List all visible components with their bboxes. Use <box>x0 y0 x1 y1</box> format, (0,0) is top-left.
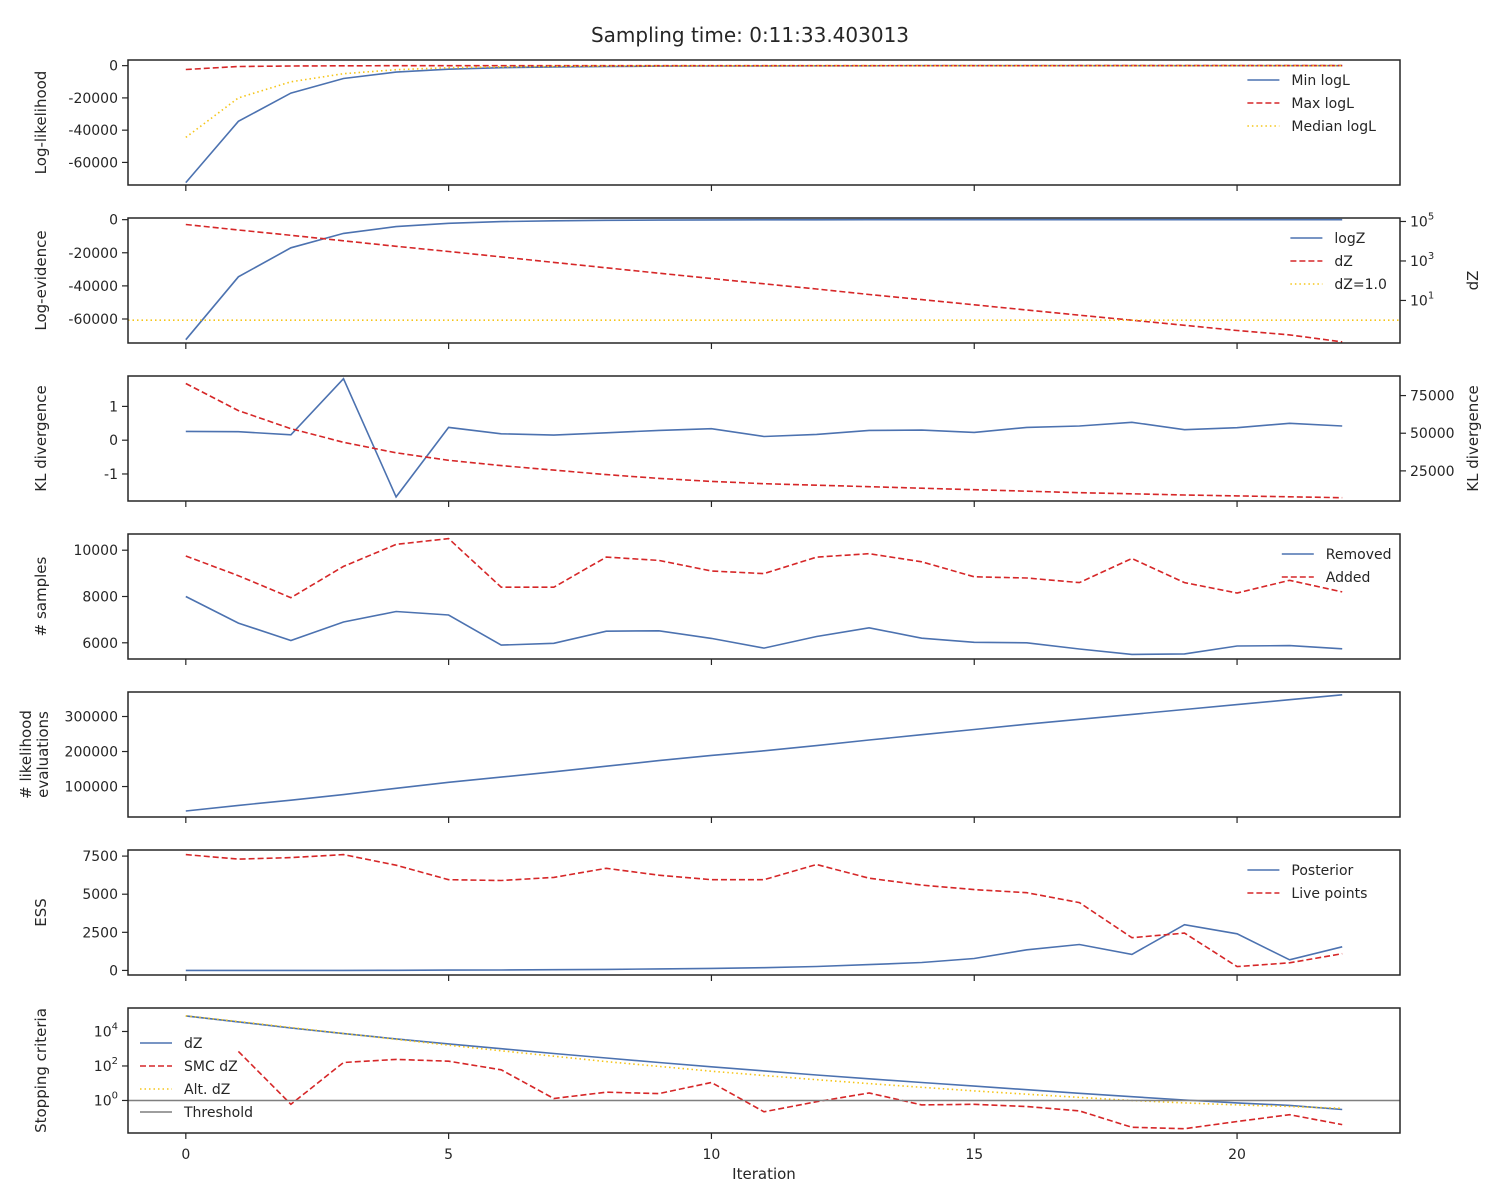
panel-3: 1 0 -1 75000 50000 25000 KL divergence KL diver… <box>32 375 1482 507</box>
series-line-min-logl <box>185 64 1343 184</box>
series-line-2 <box>185 382 1343 499</box>
legend-label: dZ=1.0 <box>1334 277 1386 293</box>
legend-label: SMC dZ <box>184 1059 238 1075</box>
y2-tick-label: 50000 <box>1410 426 1455 442</box>
y-tick-label: 0 <box>109 213 118 229</box>
legend: Removed Added <box>1281 547 1392 586</box>
legend-label: Min logL <box>1291 73 1350 89</box>
panel-frame <box>127 849 1401 976</box>
series-line-dz <box>185 223 1343 343</box>
panel-6: 7500 5000 2500 0 ESS Posterior Live points <box>32 849 1401 981</box>
y-tick-label: 200000 <box>65 745 118 761</box>
legend: dZ SMC dZ Alt. dZ Threshold <box>140 1036 253 1121</box>
series-line-removed <box>185 595 1343 656</box>
y-tick-label: -40000 <box>68 123 118 139</box>
panel-2: 0 -20000 -40000 -60000 105 103 101 Log-evidence… <box>32 211 1482 349</box>
x-tick-label: 10 <box>703 1147 721 1163</box>
panel-frame <box>127 691 1401 818</box>
x-axis-label: Iteration <box>732 1165 796 1183</box>
y-tick-label: 10000 <box>73 543 118 559</box>
y-axis-label: # samples <box>32 556 50 636</box>
y-tick-label: -40000 <box>68 279 118 295</box>
y2-tick-label: 25000 <box>1410 464 1455 480</box>
x-tick-label: 5 <box>444 1147 453 1163</box>
legend-label: logZ <box>1334 231 1365 247</box>
y-tick-label: 6000 <box>82 636 118 652</box>
series-line-dz <box>185 1015 1343 1111</box>
panel-1: 0 -20000 -40000 -60000 Log-likelihood Min log… <box>32 59 1401 191</box>
panel-frame <box>127 1007 1401 1134</box>
y-tick-label: -20000 <box>68 246 118 262</box>
y-axis-label: Stopping criteria <box>32 1008 50 1133</box>
panel-frame <box>127 217 1401 344</box>
series-line-1 <box>185 377 1343 499</box>
y2-axis-label: dZ <box>1464 271 1482 291</box>
y2-tick-label: 105 <box>1410 211 1434 230</box>
y-tick-label: 0 <box>109 963 118 979</box>
legend-label: Live points <box>1291 886 1367 902</box>
series-line-median-logl <box>185 64 1343 139</box>
series-line-smc-dz <box>237 1050 1343 1130</box>
x-tick-label: 20 <box>1228 1147 1246 1163</box>
y-tick-label: 100000 <box>65 780 118 796</box>
y2-axis-label: KL divergence <box>1464 385 1482 491</box>
y-tick-label: 102 <box>94 1056 118 1075</box>
x-tick-label: 15 <box>965 1147 983 1163</box>
y-tick-label: -60000 <box>68 155 118 171</box>
legend: Posterior Live points <box>1247 863 1367 902</box>
y-tick-label: 0 <box>109 59 118 75</box>
y-tick-label: 1 <box>109 399 118 415</box>
panel-frame <box>127 533 1401 660</box>
y2-tick-label: 101 <box>1410 290 1434 309</box>
panel-frame <box>127 375 1401 502</box>
legend-label: Added <box>1326 570 1371 586</box>
y-tick-label: -20000 <box>68 91 118 107</box>
legend-label: Max logL <box>1291 96 1354 112</box>
y-tick-label: -1 <box>104 467 118 483</box>
series-line-live-points <box>185 853 1343 968</box>
panels: 0 -20000 -40000 -60000 Log-likelihood Min log… <box>17 59 1482 1163</box>
series-line-added <box>185 537 1343 599</box>
y2-tick-label: 103 <box>1410 251 1434 270</box>
y-tick-label: 300000 <box>65 710 118 726</box>
y-tick-label: 2500 <box>82 925 118 941</box>
y-axis-label: Log-evidence <box>32 230 50 330</box>
y-tick-label: 0 <box>109 433 118 449</box>
series-line-posterior <box>185 923 1343 972</box>
legend-label: dZ <box>1334 254 1352 270</box>
y-tick-label: 8000 <box>82 590 118 606</box>
y-axis-label: # likelihoodevaluations <box>17 710 52 799</box>
legend-label: Alt. dZ <box>184 1082 230 1098</box>
legend-label: Posterior <box>1291 863 1353 879</box>
x-tick-label: 0 <box>181 1147 190 1163</box>
y-tick-label: 5000 <box>82 887 118 903</box>
y-axis-label: KL divergence <box>32 385 50 491</box>
series-line-logz <box>185 218 1343 341</box>
panel-5: 300000 200000 100000 # likelihoodevaluation… <box>17 691 1401 823</box>
y-axis-label: Log-likelihood <box>32 71 50 175</box>
legend-label: Median logL <box>1291 119 1376 135</box>
chart-title: Sampling time: 0:11:33.403013 <box>591 23 909 47</box>
legend-label: Removed <box>1326 547 1392 563</box>
panel-frame <box>127 59 1401 186</box>
y2-tick-label: 75000 <box>1410 389 1455 405</box>
series-line-alt-dz <box>185 1015 1343 1110</box>
legend: Min logL Max logL Median logL <box>1247 73 1376 135</box>
y-tick-label: -60000 <box>68 312 118 328</box>
legend-label: dZ <box>184 1036 202 1052</box>
y-tick-label: 104 <box>94 1021 118 1040</box>
series-line-1 <box>185 694 1343 812</box>
y-tick-label: 100 <box>94 1090 118 1109</box>
legend-label: Threshold <box>183 1105 253 1121</box>
y-tick-label: 7500 <box>82 849 118 865</box>
y-axis-label: ESS <box>32 898 50 927</box>
panel-7: 104 102 100 Stopping criteria dZ SMC dZ Alt. d… <box>32 1007 1401 1139</box>
panel-4: 10000 8000 6000 # samples Removed Added <box>32 533 1401 665</box>
legend: logZ dZ dZ=1.0 <box>1290 231 1387 293</box>
